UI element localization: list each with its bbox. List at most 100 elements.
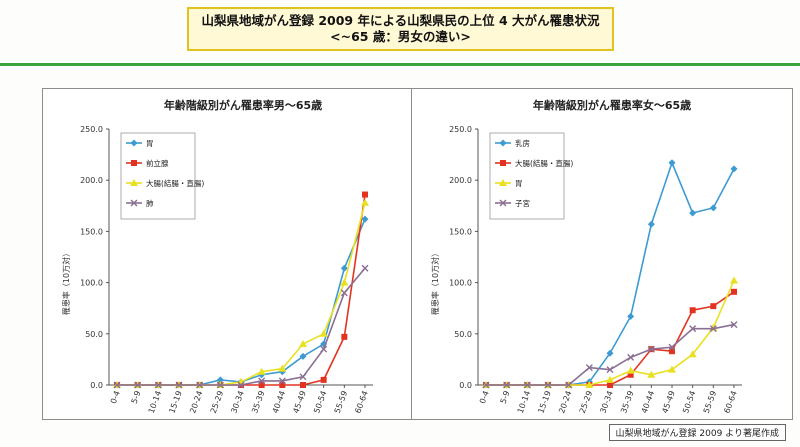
data-point — [299, 352, 307, 360]
x-tick-label: 45-49 — [291, 390, 307, 415]
y-tick-label: 0.0 — [459, 381, 472, 390]
data-point — [627, 371, 634, 378]
data-point — [647, 370, 656, 378]
y-tick-label: 100.0 — [80, 279, 103, 288]
x-tick-label: 25-29 — [578, 390, 594, 415]
data-point — [607, 382, 613, 388]
y-tick-label: 50.0 — [85, 330, 103, 339]
data-point — [257, 367, 266, 375]
data-point — [320, 376, 327, 383]
data-point — [688, 350, 697, 358]
legend-label: 胃 — [146, 139, 154, 148]
data-point — [278, 377, 286, 385]
data-point — [669, 348, 675, 355]
data-point — [258, 382, 265, 388]
data-point — [668, 159, 676, 167]
legend-marker — [130, 199, 138, 207]
x-tick-label: 20-24 — [188, 390, 204, 415]
chart-female-svg: 年齢階級別がん罹患率女～65歳 250.0 200.0 150.0 100.0 50.0 0… — [430, 98, 742, 415]
data-point — [585, 364, 593, 372]
data-point — [361, 198, 369, 206]
data-point — [565, 381, 573, 389]
data-point — [340, 289, 348, 297]
data-point — [319, 329, 328, 337]
header-line-1: 山梨県地域がん登録 2009 年による山梨県民の上位 4 大がん罹患状況 — [201, 13, 600, 28]
y-tick-label: 250.0 — [80, 125, 103, 134]
data-point — [731, 288, 737, 295]
data-point — [341, 333, 348, 340]
legend-label: 大腸(結腸・直腸) — [515, 158, 573, 168]
x-tick-label: 60-64 — [353, 390, 369, 415]
legend-marker — [499, 179, 507, 186]
data-point — [585, 381, 594, 388]
legend-label: 大腸(結腸・直腸) — [146, 178, 204, 188]
data-point — [278, 364, 287, 372]
header-line-2: <~65 歳：男女の違い> — [330, 29, 471, 44]
x-tick-label: 20-24 — [557, 390, 573, 415]
x-tick-label: 35-39 — [619, 390, 635, 415]
series-line-3 — [117, 202, 366, 386]
data-point — [237, 381, 245, 389]
data-point — [627, 353, 635, 361]
data-point — [627, 312, 635, 320]
x-tick-label: 50-54 — [681, 390, 697, 415]
y-axis-label: 罹患率（10万対） — [430, 249, 440, 315]
series-line-2 — [117, 194, 366, 386]
data-point — [175, 381, 183, 389]
data-point — [216, 381, 224, 389]
x-tick-label: 15-19 — [167, 390, 183, 415]
x-tick-label: 5-9 — [130, 390, 143, 405]
x-tick-label: 55-59 — [333, 390, 349, 415]
header-title-box: 山梨県地域がん登録 2009 年による山梨県民の上位 4 大がん罹患状況 <~6… — [187, 7, 614, 51]
data-point — [113, 381, 121, 389]
y-tick-label: 0.0 — [90, 381, 103, 390]
data-point — [258, 377, 266, 385]
chart-panel-female: 年齢階級別がん罹患率女～65歳 250.0 200.0 150.0 100.0 50.0 0… — [411, 88, 793, 420]
x-tick-label: 0-4 — [109, 390, 122, 405]
x-tick-label: 0-4 — [478, 390, 491, 405]
y-tick-label: 100.0 — [449, 279, 472, 288]
x-tick-label: 45-49 — [660, 390, 676, 415]
data-point — [710, 303, 717, 310]
data-point — [361, 215, 369, 223]
data-point — [626, 366, 635, 374]
x-tick-label: 50-54 — [312, 390, 328, 415]
data-point — [730, 165, 738, 173]
data-point — [279, 382, 286, 388]
y-tick-label: 200.0 — [80, 176, 103, 185]
data-point — [320, 345, 328, 353]
data-point — [689, 325, 697, 333]
chart-title: 年齢階級別がん罹患率男～65歳 — [164, 98, 322, 112]
x-tick-label: 35-39 — [250, 390, 266, 415]
data-point — [730, 276, 738, 284]
data-point — [300, 382, 306, 388]
data-point — [668, 343, 676, 351]
data-point — [154, 381, 162, 389]
legend-box — [120, 132, 196, 220]
data-point — [709, 204, 717, 212]
data-point — [668, 365, 676, 373]
data-point — [340, 264, 348, 272]
y-tick-label: 150.0 — [80, 227, 103, 236]
x-tick-label: 15-19 — [536, 390, 552, 415]
data-point — [647, 220, 655, 228]
legend-box — [489, 132, 565, 220]
data-point — [299, 340, 307, 348]
y-tick-label: 250.0 — [449, 125, 472, 134]
data-point — [299, 373, 307, 381]
data-point — [606, 366, 614, 374]
data-point — [689, 307, 696, 314]
source-footnote: 山梨県地域がん登録 2009 より著尾作成 — [608, 424, 786, 441]
data-point — [362, 191, 368, 198]
data-point — [647, 345, 655, 353]
x-tick-label: 25-29 — [209, 390, 225, 415]
data-point — [544, 381, 552, 389]
x-tick-label: 55-59 — [702, 390, 718, 415]
data-point — [606, 349, 614, 357]
y-axis-label: 罹患率（10万対） — [61, 249, 71, 315]
green-divider — [0, 63, 800, 66]
chart-title: 年齢階級別がん罹患率女～65歳 — [533, 98, 691, 112]
x-tick-label: 30-34 — [229, 390, 245, 415]
data-point — [709, 325, 717, 333]
data-point — [606, 375, 614, 383]
